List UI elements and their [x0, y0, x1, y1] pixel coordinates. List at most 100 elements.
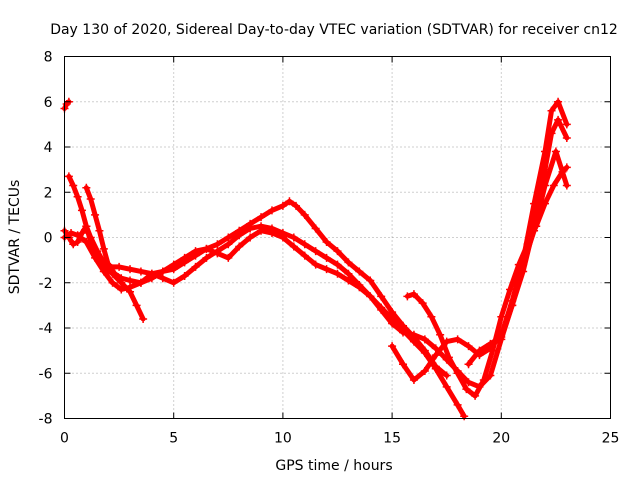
- data-point: [292, 201, 301, 210]
- data-point: [136, 267, 145, 276]
- data-point: [285, 197, 294, 206]
- data-point: [82, 238, 91, 247]
- y-axis-label: SDTVAR / TECUs: [7, 180, 23, 295]
- data-point: [479, 376, 488, 385]
- data-point: [213, 240, 222, 249]
- data-point: [322, 238, 331, 247]
- data-point: [73, 192, 82, 201]
- data-point: [409, 337, 418, 346]
- data-point: [486, 339, 495, 348]
- data-point: [562, 163, 571, 172]
- x-axis-label: GPS time / hours: [275, 458, 392, 474]
- data-point: [442, 382, 451, 391]
- data-point: [431, 364, 440, 373]
- data-point: [388, 308, 397, 317]
- data-point: [344, 276, 353, 285]
- data-point: [436, 330, 445, 339]
- data-point: [547, 106, 556, 115]
- series-group: [60, 222, 469, 421]
- data-point: [508, 301, 517, 310]
- data-point: [235, 231, 244, 240]
- series-group: [60, 97, 73, 113]
- data-point: [73, 231, 82, 240]
- x-tick-label: 20: [492, 431, 510, 447]
- x-tick-label: 5: [169, 431, 178, 447]
- axis-tick-labels: 0 5 10 15 20 25 -8 -6 -4 -2 0 2 4 6 8: [39, 50, 620, 447]
- data-point: [257, 226, 266, 235]
- data-point: [562, 120, 571, 129]
- data-point: [333, 269, 342, 278]
- data-point: [169, 278, 178, 287]
- data-point: [530, 199, 539, 208]
- data-point: [67, 228, 76, 237]
- series-line: [389, 99, 570, 383]
- y-tick-label: 0: [44, 231, 53, 247]
- series-line: [404, 164, 570, 399]
- data-point: [453, 369, 462, 378]
- data-point: [475, 346, 484, 355]
- series-line: [466, 149, 570, 367]
- x-tick-label: 15: [383, 431, 401, 447]
- data-point: [530, 226, 539, 235]
- data-point: [77, 206, 86, 215]
- data-point: [82, 222, 91, 231]
- data-point: [91, 253, 100, 262]
- data-point: [562, 133, 571, 142]
- data-point: [431, 351, 440, 360]
- x-tick-label: 0: [60, 431, 69, 447]
- data-series-layer: [60, 97, 571, 421]
- data-point: [420, 366, 429, 375]
- data-point: [69, 181, 78, 190]
- data-point: [202, 253, 211, 262]
- series-group: [403, 163, 571, 400]
- data-point: [488, 346, 497, 355]
- data-point: [99, 258, 108, 267]
- axis-ticks: [64, 56, 611, 419]
- data-point: [246, 233, 255, 242]
- chart-title: Day 130 of 2020, Sidereal Day-to-day VTE…: [50, 22, 618, 38]
- data-point: [126, 276, 135, 285]
- data-point: [403, 292, 412, 301]
- data-point: [322, 265, 331, 274]
- data-point: [554, 97, 563, 106]
- data-point: [224, 240, 233, 249]
- data-point: [464, 360, 473, 369]
- data-point: [158, 267, 167, 276]
- data-point: [136, 278, 145, 287]
- data-point: [377, 305, 386, 314]
- data-point: [464, 378, 473, 387]
- x-tick-label: 10: [274, 431, 292, 447]
- data-point: [110, 269, 119, 278]
- data-point: [462, 385, 471, 394]
- y-tick-label: -2: [39, 276, 53, 292]
- data-point: [322, 253, 331, 262]
- data-point: [235, 242, 244, 251]
- data-point: [464, 342, 473, 351]
- data-point: [224, 253, 233, 262]
- y-tick-label: -8: [39, 412, 53, 428]
- x-tick-label: 25: [602, 431, 620, 447]
- data-point: [344, 269, 353, 278]
- data-point: [126, 283, 135, 292]
- data-point: [497, 333, 506, 342]
- y-tick-label: -6: [39, 366, 53, 382]
- data-point: [420, 348, 429, 357]
- y-tick-label: 4: [44, 140, 53, 156]
- data-point: [246, 224, 255, 233]
- data-point: [191, 247, 200, 256]
- data-point: [399, 360, 408, 369]
- data-point: [562, 181, 571, 190]
- data-point: [69, 240, 78, 249]
- data-point: [117, 274, 126, 283]
- data-point: [409, 330, 418, 339]
- data-point: [289, 242, 298, 251]
- y-tick-label: 6: [44, 95, 53, 111]
- data-point: [311, 247, 320, 256]
- data-point: [427, 312, 436, 321]
- data-point: [540, 181, 549, 190]
- data-point: [344, 258, 353, 267]
- data-point: [91, 210, 100, 219]
- data-point: [333, 260, 342, 269]
- series-group: [464, 147, 571, 369]
